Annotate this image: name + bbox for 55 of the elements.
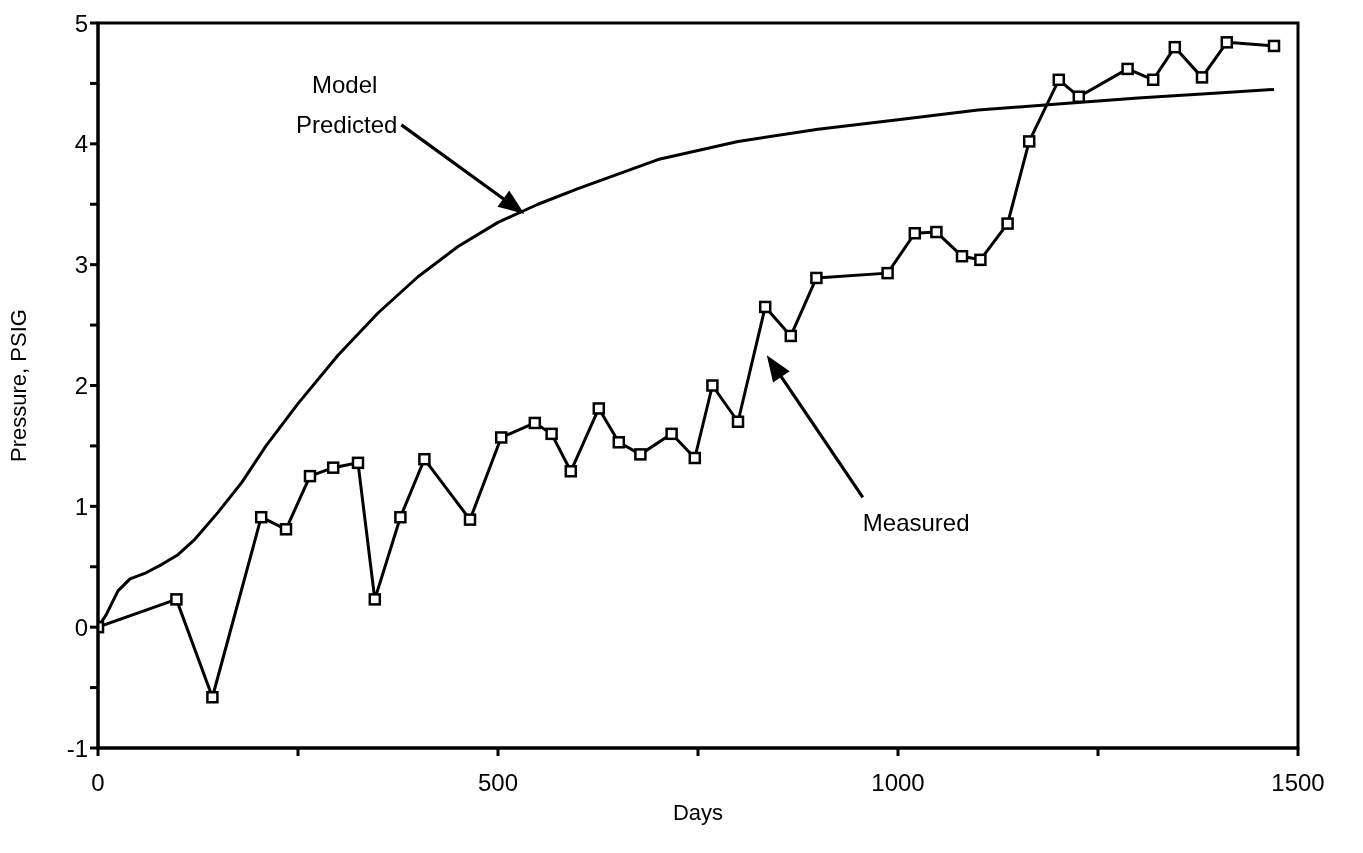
point: [784, 329, 798, 343]
point: [758, 300, 772, 314]
point: [279, 523, 293, 536]
point: [1195, 71, 1209, 84]
y-axis-title: Pressure, PSIG: [5, 309, 31, 462]
point: [206, 691, 219, 704]
point: [394, 510, 407, 524]
y-tick-label: 4: [74, 130, 88, 158]
point: [326, 461, 340, 474]
point: [930, 225, 943, 239]
point: [810, 271, 823, 285]
point: [592, 402, 606, 415]
point: [528, 416, 542, 430]
point: [1022, 135, 1036, 148]
point: [1220, 36, 1234, 49]
point: [1052, 73, 1066, 87]
point: [564, 465, 578, 478]
point: [706, 379, 719, 392]
point: [881, 266, 894, 280]
point: [665, 427, 678, 441]
y-tick-label: 3: [74, 251, 88, 279]
point: [1001, 217, 1014, 230]
point: [1146, 73, 1160, 87]
point: [688, 451, 702, 465]
y-tick-label: 5: [74, 9, 88, 37]
point: [955, 249, 969, 263]
point: [545, 427, 558, 441]
point: [634, 448, 647, 461]
x-tick-label: 500: [477, 769, 519, 797]
point: [974, 253, 987, 267]
point: [1168, 40, 1182, 54]
point: [463, 513, 477, 526]
point: [351, 456, 365, 470]
point: [1121, 62, 1134, 76]
point: [612, 436, 626, 449]
annotation: Measured: [862, 509, 970, 537]
point: [908, 227, 922, 240]
point: [303, 469, 317, 483]
point: [418, 452, 431, 466]
point: [1072, 90, 1086, 103]
point: [1267, 39, 1281, 53]
x-tick-label: 1000: [871, 769, 925, 797]
y-tick-label: 2: [74, 372, 88, 400]
y-tick-label: 0: [74, 613, 88, 641]
point: [254, 510, 268, 524]
annotation: Model Predicted: [296, 70, 398, 138]
x-tick-label: 1500: [1271, 769, 1325, 797]
y-tick-label: -1: [66, 734, 88, 762]
y-tick-label: 1: [74, 492, 88, 520]
x-tick-label: 0: [91, 769, 105, 797]
x-axis-title: Days: [672, 800, 724, 825]
point: [170, 593, 183, 606]
point: [731, 415, 745, 428]
point: [368, 593, 382, 606]
point: [494, 431, 508, 444]
